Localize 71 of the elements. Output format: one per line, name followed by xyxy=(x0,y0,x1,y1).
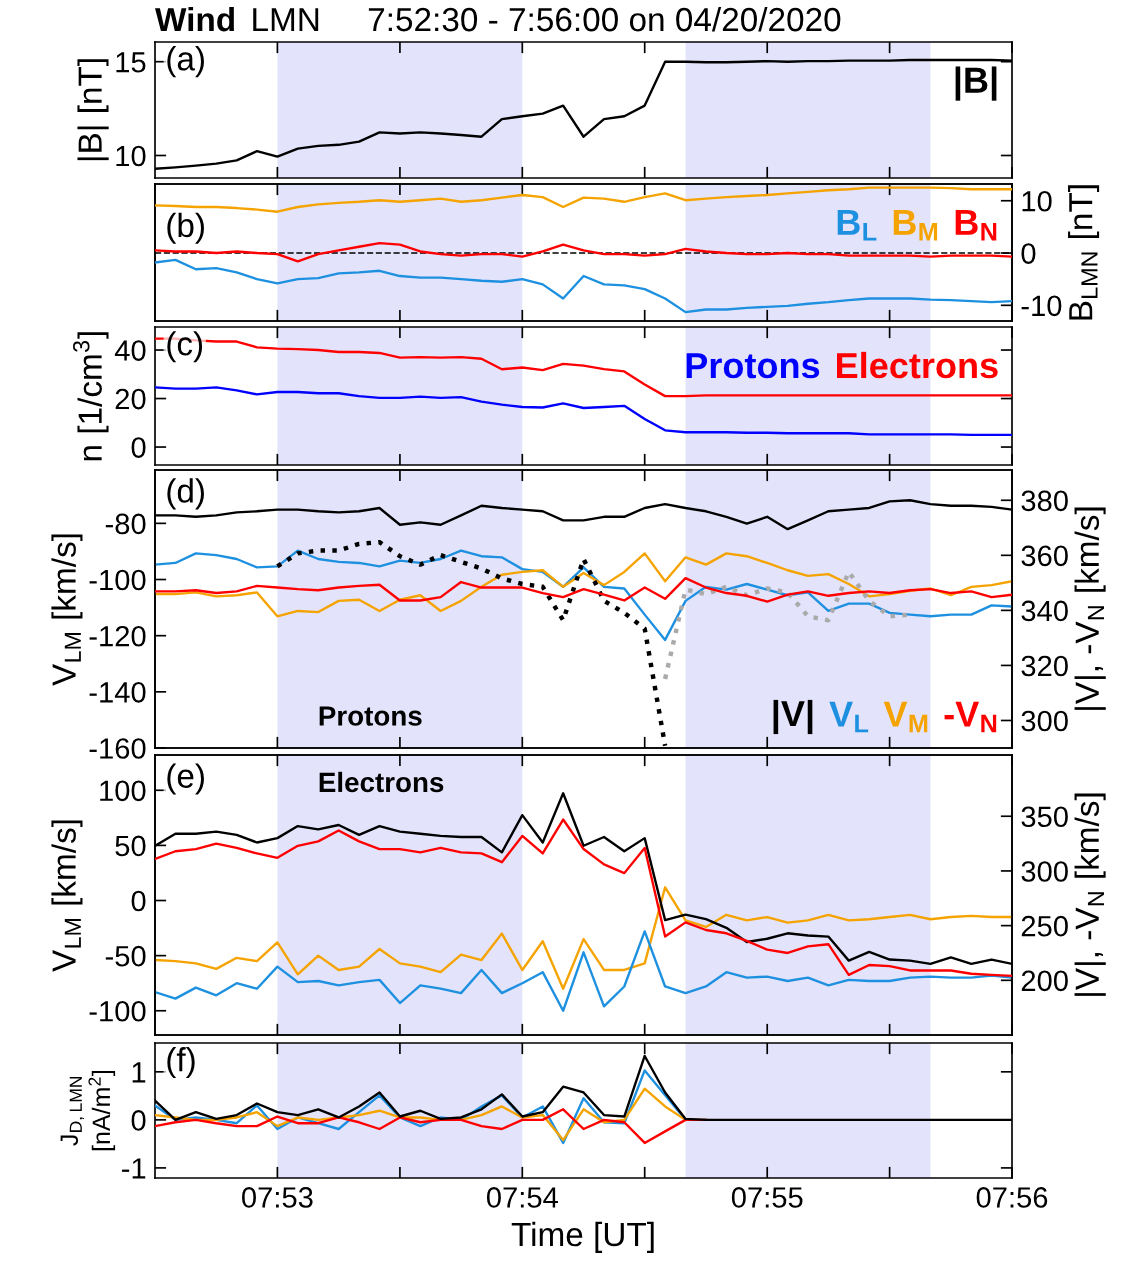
y2-tick-label: 0 xyxy=(1021,243,1036,264)
y-axis-title: J$_{D,LMN}$ [nA/m$^{2}$] xyxy=(60,1070,116,1151)
annotation: Electrons xyxy=(319,771,444,793)
y2-axis-title: |V|, -V$_{N}$ [km/s] xyxy=(1074,793,1106,996)
line-series xyxy=(155,930,1012,1012)
y-tick-label: -1 xyxy=(122,1158,146,1179)
y2-tick-label: 320 xyxy=(1021,655,1068,677)
y2-axis-title: B$_{LMN}$ [nT] xyxy=(1068,185,1100,320)
text: V$_{L}$ xyxy=(829,701,869,733)
line-series xyxy=(155,386,1012,437)
line-series xyxy=(155,818,1012,978)
annotation: (d) xyxy=(167,478,204,510)
x-tick-label: 07:55 xyxy=(731,1187,803,1208)
y2-tick-label: 200 xyxy=(1021,970,1068,992)
y2-tick-label: 360 xyxy=(1021,545,1068,567)
y2-tick-label: 10 xyxy=(1022,190,1052,212)
y-tick-label: 100 xyxy=(100,780,146,802)
legend-label: |B| xyxy=(955,66,997,101)
annotation: (f) xyxy=(167,1047,195,1079)
text: V$_{M}$ xyxy=(883,701,928,733)
y2-tick-label: 300 xyxy=(1021,710,1068,732)
y-axis-title: |B| [nT] xyxy=(77,59,109,161)
y-tick-label: -140 xyxy=(89,682,146,703)
chart-title: Wind xyxy=(155,6,234,32)
y2-tick-label: -10 xyxy=(1021,295,1062,317)
y-tick-label: -100 xyxy=(89,569,146,591)
y-tick-label: 40 xyxy=(114,340,146,361)
line-series xyxy=(155,886,1012,990)
y-tick-label: -100 xyxy=(89,1000,146,1022)
y-tick-label: 0 xyxy=(131,437,146,458)
text: -V$_{N}$ xyxy=(944,701,997,733)
annotation: (e) xyxy=(167,763,204,795)
text: |V| xyxy=(773,699,813,735)
y-axis-title: V$_{LM}$ [km/s] xyxy=(51,534,83,686)
y-tick-label: 0 xyxy=(131,890,146,912)
line-series xyxy=(155,552,1012,618)
y-tick-label: 1 xyxy=(132,1062,146,1083)
y-tick-label: 50 xyxy=(115,835,146,857)
annotation: (b) xyxy=(167,212,204,244)
chart-subtitle: LMN 7:52:30 - 7:56:00 on 04/20/2020 xyxy=(253,6,841,32)
x-tick-label: 07:53 xyxy=(242,1187,313,1208)
series-label: Protons xyxy=(686,353,820,379)
y-axis-title: V$_{LM}$ [km/s] xyxy=(51,820,83,972)
y2-tick-label: 380 xyxy=(1021,490,1068,512)
annotation: Protons xyxy=(319,706,422,726)
y-tick-label: 20 xyxy=(115,388,146,410)
y-tick-label: -160 xyxy=(89,738,146,759)
y-tick-label: 10 xyxy=(116,145,146,167)
y2-tick-label: 340 xyxy=(1021,600,1068,622)
y-tick-label: 0 xyxy=(131,1110,146,1131)
annotation: (c) xyxy=(167,331,203,363)
y-tick-label: -50 xyxy=(105,945,146,967)
y2-tick-label: 250 xyxy=(1021,915,1068,937)
y2-tick-label: 350 xyxy=(1021,806,1068,828)
x-axis-title: Time [UT] xyxy=(511,1221,654,1253)
annotation: (a) xyxy=(167,46,204,78)
series-label: B$_{M}$ xyxy=(893,209,938,241)
series-label: B$_{L}$ xyxy=(837,209,877,241)
y-tick-label: 15 xyxy=(116,52,146,73)
x-tick-label: 07:56 xyxy=(976,1187,1048,1208)
y-axis-title: n [1/cm$^{3}$] xyxy=(73,332,109,461)
x-tick-label: 07:54 xyxy=(486,1187,558,1208)
line-series xyxy=(155,576,1012,603)
y-tick-label: -80 xyxy=(105,513,146,535)
line-series xyxy=(155,258,1012,314)
series-label: B$_{N}$ xyxy=(955,209,997,241)
y-tick-label: -120 xyxy=(89,625,146,647)
line-series xyxy=(155,549,1012,642)
y2-tick-label: 300 xyxy=(1021,861,1068,882)
y2-axis-title: |V|, -V$_{N}$ [km/s] xyxy=(1074,507,1106,710)
series-label: Electrons xyxy=(837,351,998,379)
